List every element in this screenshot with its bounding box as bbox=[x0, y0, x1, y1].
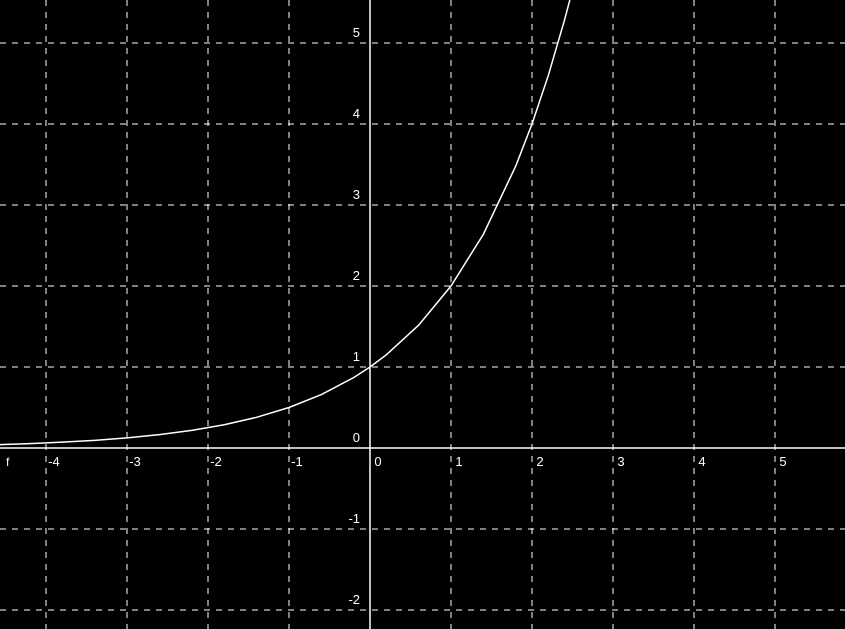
x-tick-label: 2 bbox=[536, 454, 543, 469]
x-tick-label: 5 bbox=[779, 454, 786, 469]
x-tick-label: -3 bbox=[129, 454, 141, 469]
y-tick-label: -2 bbox=[348, 592, 360, 607]
x-tick-label: -1 bbox=[291, 454, 303, 469]
y-tick-label: 5 bbox=[353, 25, 360, 40]
x-tick-label: -4 bbox=[48, 454, 60, 469]
x-tick-label: -2 bbox=[210, 454, 222, 469]
function-plot: -4-3-2-1012345-2-1012345 f bbox=[0, 0, 845, 629]
x-tick-label: 1 bbox=[455, 454, 462, 469]
x-tick-label: 0 bbox=[374, 454, 381, 469]
x-tick-label: 3 bbox=[617, 454, 624, 469]
y-tick-label: 4 bbox=[353, 106, 360, 121]
y-tick-label: 2 bbox=[353, 268, 360, 283]
y-tick-label: -1 bbox=[348, 511, 360, 526]
x-tick-label: 4 bbox=[698, 454, 705, 469]
y-tick-label: 0 bbox=[353, 430, 360, 445]
y-tick-label: 3 bbox=[353, 187, 360, 202]
y-tick-label: 1 bbox=[353, 349, 360, 364]
